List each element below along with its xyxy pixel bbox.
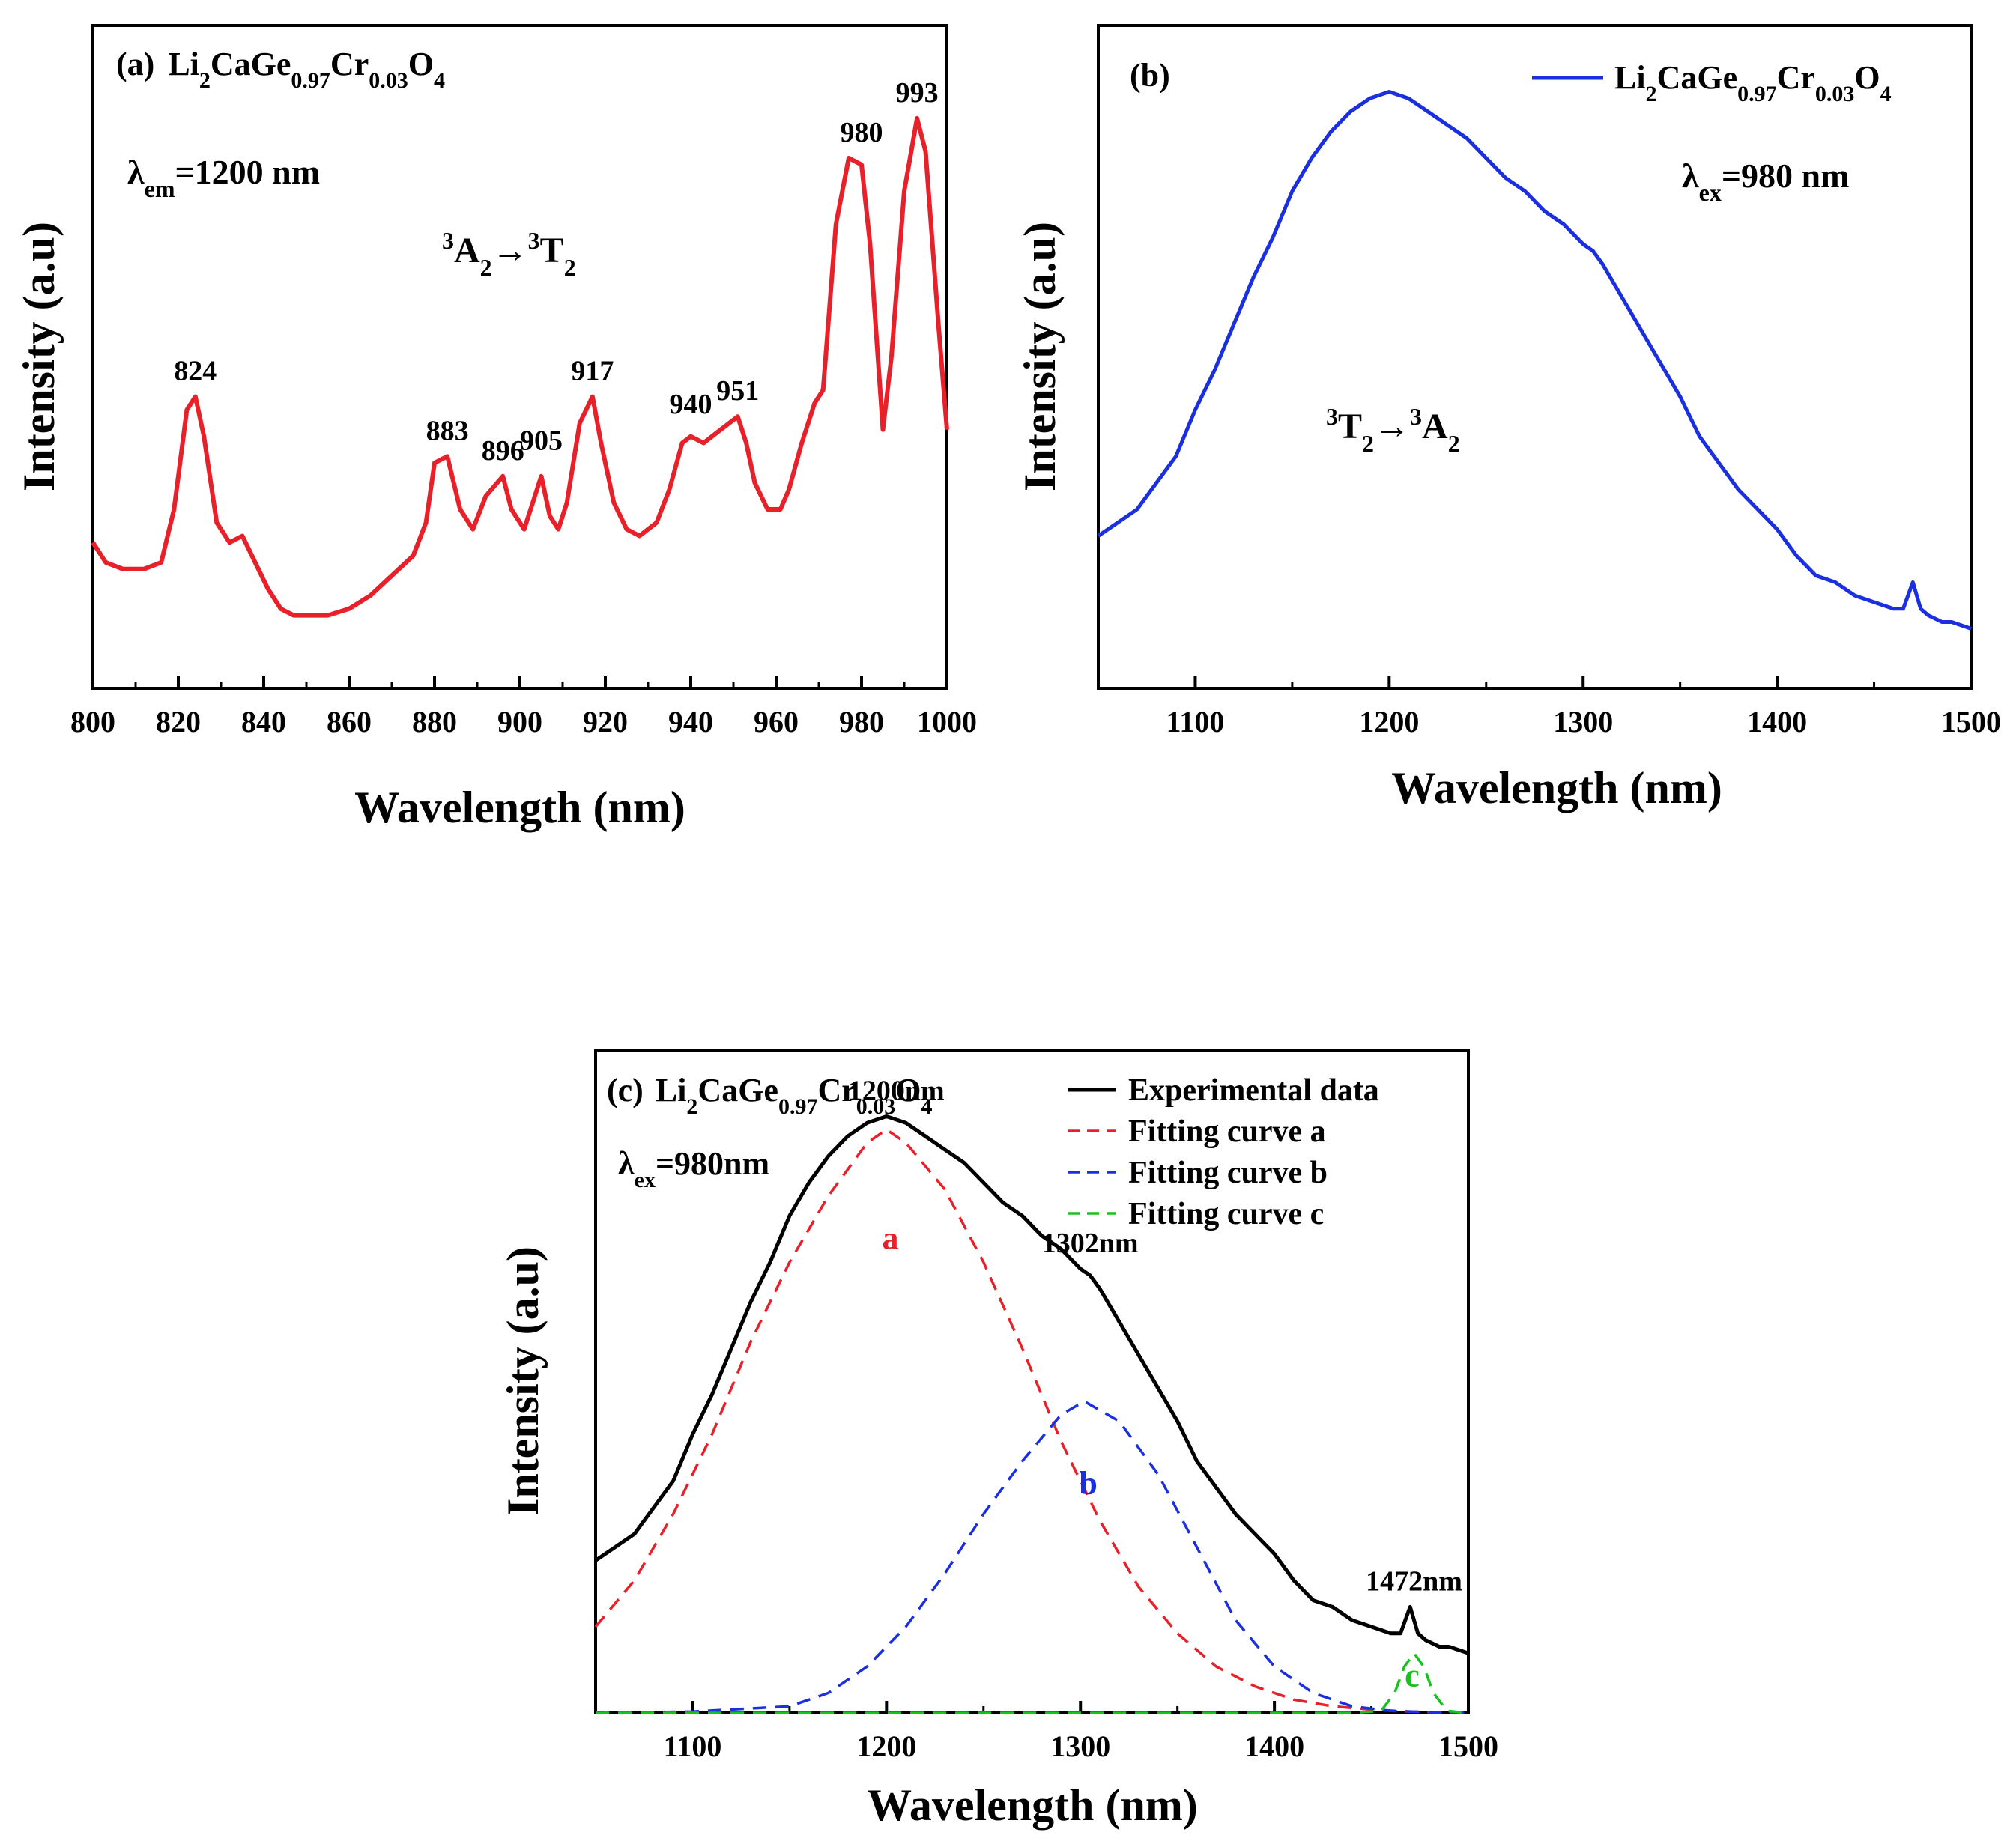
panel-a-xlabel: Wavelength (nm): [354, 783, 685, 832]
curve-label: a: [883, 1220, 899, 1257]
panel-b: 1100 1200 1300 1400 1500 (b) Li2CaGe0.97Cr0.…: [1015, 24, 2001, 813]
legend-label: Fitting curve c: [1128, 1197, 1324, 1231]
panel-a-series-line: [91, 115, 949, 618]
panel-a-lambda-em: λem=1200 nm: [127, 153, 320, 202]
x-tick-label: 920: [583, 705, 628, 739]
peak-label: 993: [896, 77, 939, 109]
curve-label: c: [1405, 1658, 1420, 1694]
series-line-fitting-curve-b: [595, 1400, 1469, 1714]
x-tick-label: 1200: [1359, 705, 1419, 739]
x-tick-label: 1300: [1553, 705, 1613, 739]
panel-c: 1100 1200 1300 1400 1500 1200nm 1302nm 1472nm a…: [498, 1049, 1498, 1830]
panel-b-lambda-ex: λex=980 nm: [1682, 157, 1849, 206]
x-tick-label: 1400: [1747, 705, 1807, 739]
panel-a-label: (a): [116, 46, 154, 82]
legend-label: Experimental data: [1128, 1073, 1379, 1108]
peak-label: 1472nm: [1366, 1565, 1462, 1597]
series-line-fitting-curve-c: [596, 1652, 1469, 1714]
panel-b-ticks: 1100 1200 1300 1400 1500: [1097, 676, 2001, 739]
panel-c-xlabel: Wavelength (nm): [867, 1780, 1198, 1830]
panel-b-series-line: [1097, 90, 1972, 631]
x-tick-label: 800: [70, 705, 115, 739]
series-line-fitting-curve-a: [594, 1128, 1469, 1714]
x-tick-label: 1400: [1244, 1729, 1304, 1763]
series-line-experimental-data: [594, 1114, 1469, 1655]
panel-b-frame: [1097, 24, 1973, 690]
x-tick-label: 1000: [917, 705, 977, 739]
x-tick-label: 1500: [1941, 705, 2001, 739]
x-tick-label: 980: [839, 705, 884, 739]
panel-c-lambda-ex: λex=980nm: [618, 1145, 769, 1192]
panel-c-legend: Experimental data Fitting curve a Fitting …: [1068, 1073, 1379, 1231]
x-tick-label: 1300: [1050, 1729, 1110, 1763]
panel-a-sample-label: (a) Li2CaGe0.97Cr0.03O4: [116, 46, 445, 93]
legend-label: Fitting curve a: [1128, 1114, 1326, 1149]
x-tick-label: 840: [241, 705, 286, 739]
x-tick-label: 860: [327, 705, 372, 739]
peak-label: 883: [426, 415, 469, 446]
panel-b-label: (b): [1130, 57, 1170, 94]
panel-a: 800 820 840 860 880 900 920 940 960 980 1000 824 88…: [14, 24, 977, 832]
panel-c-sample-label: (c) Li2CaGe0.97Cr0.03O4: [607, 1072, 933, 1119]
x-tick-label: 960: [754, 705, 799, 739]
x-tick-label: 1100: [664, 1729, 722, 1763]
panel-b-ylabel: Intensity (a.u): [1015, 222, 1065, 491]
panel-b-legend-label: Li2CaGe0.97Cr0.03O4: [1614, 59, 1892, 106]
panel-c-label: (c): [607, 1072, 644, 1108]
panel-b-transition: 3T2→3A2: [1326, 403, 1460, 457]
legend-label: Fitting curve b: [1128, 1156, 1328, 1190]
peak-label: 1302nm: [1042, 1228, 1139, 1259]
x-tick-label: 880: [412, 705, 457, 739]
peak-label: 896: [482, 435, 524, 467]
panel-a-frame: [91, 24, 948, 690]
peak-label: 951: [716, 375, 759, 407]
peak-label: 980: [841, 117, 883, 148]
panel-c-ticks: 1100 1200 1300 1400 1500: [594, 1701, 1498, 1763]
x-tick-label: 1100: [1166, 705, 1225, 739]
peak-label: 940: [670, 389, 712, 420]
panel-b-xlabel: Wavelength (nm): [1391, 763, 1722, 813]
x-tick-label: 820: [156, 705, 201, 739]
peak-label: 824: [174, 356, 217, 387]
panel-a-transition: 3A2→3T2: [442, 227, 576, 281]
panel-a-ylabel: Intensity (a.u): [14, 222, 64, 491]
panel-c-ylabel: Intensity (a.u): [498, 1246, 548, 1516]
peak-label: 905: [520, 425, 563, 457]
panel-a-ticks: 800 820 840 860 880 900 920 940 960 980 1000: [70, 676, 977, 739]
peak-label: 917: [571, 356, 614, 387]
x-tick-label: 900: [497, 705, 542, 739]
x-tick-label: 1500: [1438, 1729, 1498, 1763]
peak-label: 1200nm: [848, 1076, 945, 1107]
x-tick-label: 1200: [856, 1729, 916, 1763]
curve-label: b: [1079, 1465, 1097, 1502]
panel-c-series: [594, 1114, 1469, 1714]
panel-c-peak-labels: 1200nm 1302nm 1472nm a b c: [848, 1076, 1462, 1694]
x-tick-label: 940: [668, 705, 713, 739]
